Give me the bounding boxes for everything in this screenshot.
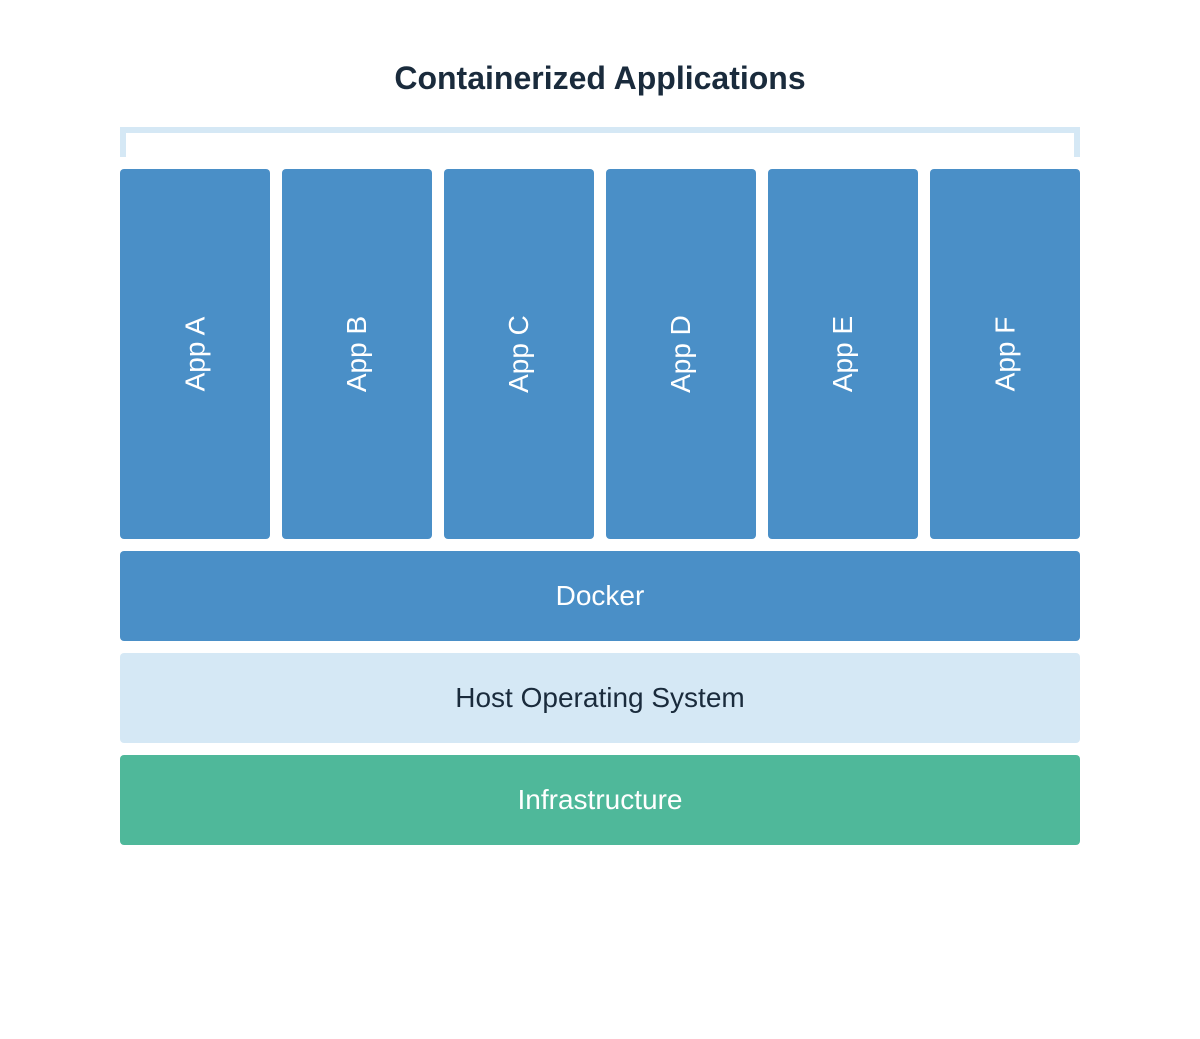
layer-host-os: Host Operating System (120, 653, 1080, 743)
layer-label: Host Operating System (455, 682, 744, 714)
layer-infrastructure: Infrastructure (120, 755, 1080, 845)
apps-row: App A App B App C App D App E App F (120, 169, 1080, 539)
app-box-d: App D (606, 169, 756, 539)
layer-label: Infrastructure (518, 784, 683, 816)
app-box-f: App F (930, 169, 1080, 539)
layer-label: Docker (556, 580, 645, 612)
app-label: App E (827, 316, 859, 392)
app-label: App F (989, 317, 1021, 392)
app-label: App D (665, 315, 697, 393)
app-label: App A (179, 317, 211, 392)
app-label: App B (341, 316, 373, 392)
app-box-a: App A (120, 169, 270, 539)
app-label: App C (503, 315, 535, 393)
diagram-title: Containerized Applications (394, 60, 805, 97)
bracket-connector (120, 127, 1080, 157)
app-box-b: App B (282, 169, 432, 539)
app-box-e: App E (768, 169, 918, 539)
container-diagram: Containerized Applications App A App B A… (120, 60, 1080, 857)
layer-docker: Docker (120, 551, 1080, 641)
app-box-c: App C (444, 169, 594, 539)
